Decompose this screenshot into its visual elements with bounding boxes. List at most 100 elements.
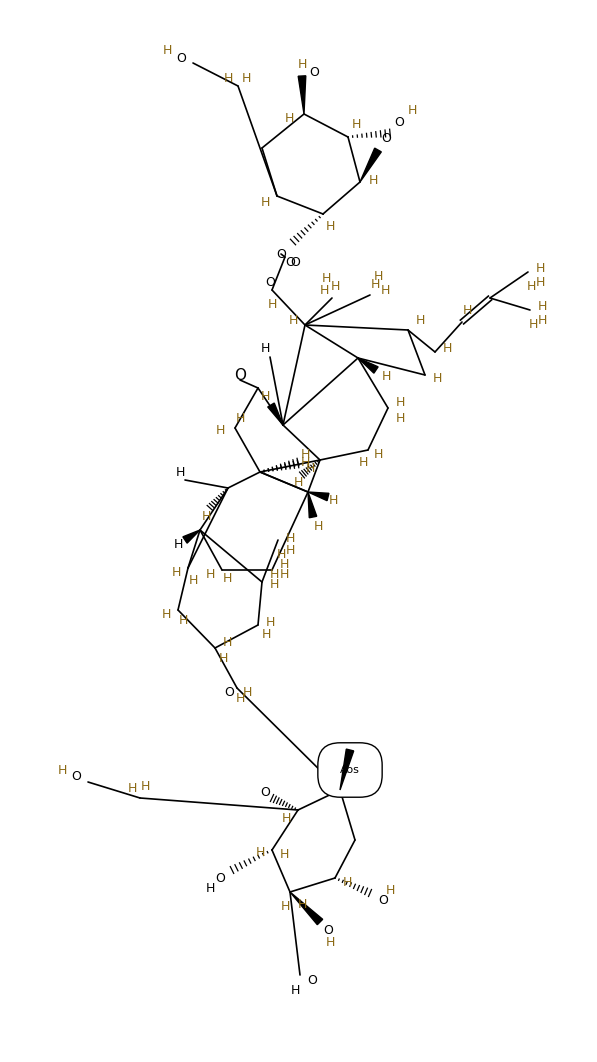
Text: H: H <box>161 609 171 621</box>
Text: H: H <box>260 391 270 404</box>
Polygon shape <box>308 492 317 518</box>
Text: H: H <box>260 195 270 208</box>
Text: H: H <box>432 372 442 384</box>
Text: H: H <box>358 456 368 468</box>
Text: H: H <box>370 278 380 291</box>
Text: H: H <box>285 531 295 545</box>
Text: H: H <box>219 651 227 665</box>
Text: H: H <box>321 272 331 285</box>
Text: H: H <box>395 396 405 410</box>
Text: O: O <box>378 893 388 907</box>
Text: O: O <box>307 974 317 987</box>
Text: H: H <box>368 173 378 187</box>
Text: H: H <box>527 280 536 293</box>
Text: H: H <box>222 571 232 584</box>
Text: H: H <box>173 538 183 551</box>
Text: H: H <box>381 370 390 382</box>
Polygon shape <box>290 892 323 925</box>
Text: H: H <box>536 262 544 275</box>
Text: H: H <box>342 876 352 890</box>
Text: H: H <box>462 304 472 316</box>
Text: H: H <box>373 271 383 284</box>
Text: O: O <box>381 132 391 144</box>
Polygon shape <box>267 404 283 425</box>
Text: H: H <box>261 629 270 641</box>
Text: H: H <box>222 636 232 650</box>
Text: H: H <box>284 113 294 125</box>
Text: O: O <box>234 369 246 383</box>
Text: H: H <box>235 411 245 425</box>
Text: H: H <box>279 559 289 571</box>
Text: Aos: Aos <box>340 765 360 775</box>
Text: H: H <box>288 313 298 326</box>
Text: O: O <box>276 247 286 260</box>
Text: H: H <box>176 465 184 479</box>
Text: H: H <box>290 983 300 996</box>
Text: H: H <box>279 849 289 861</box>
Text: H: H <box>305 462 315 475</box>
Text: H: H <box>385 884 395 896</box>
Text: H: H <box>57 764 67 776</box>
Polygon shape <box>340 749 353 790</box>
Text: H: H <box>205 881 215 894</box>
Text: H: H <box>325 220 335 233</box>
Text: H: H <box>267 298 276 311</box>
Text: H: H <box>536 275 544 289</box>
Text: H: H <box>285 544 295 556</box>
Text: H: H <box>223 71 233 85</box>
Text: H: H <box>297 57 307 70</box>
Polygon shape <box>308 492 329 500</box>
Text: H: H <box>216 424 224 436</box>
Text: O: O <box>265 275 275 289</box>
Text: H: H <box>380 284 390 296</box>
Text: H: H <box>269 567 279 581</box>
Text: H: H <box>201 510 211 523</box>
Polygon shape <box>358 358 378 373</box>
Text: H: H <box>395 411 405 425</box>
Text: H: H <box>127 782 137 794</box>
Text: H: H <box>256 845 264 858</box>
Text: H: H <box>276 548 286 562</box>
Text: H: H <box>407 104 417 118</box>
Text: O: O <box>215 872 225 885</box>
Text: H: H <box>265 616 275 629</box>
Text: H: H <box>528 319 538 331</box>
Text: H: H <box>188 573 198 586</box>
Text: H: H <box>260 343 270 356</box>
Text: H: H <box>416 313 424 326</box>
Text: O: O <box>290 256 300 269</box>
Text: H: H <box>537 313 547 326</box>
Text: H: H <box>279 568 289 582</box>
Text: H: H <box>235 691 245 704</box>
Text: H: H <box>330 279 340 292</box>
Text: O: O <box>260 786 270 799</box>
Polygon shape <box>183 530 200 543</box>
Polygon shape <box>360 148 381 182</box>
Text: H: H <box>162 44 172 56</box>
Text: H: H <box>328 494 338 507</box>
Text: H: H <box>205 568 215 582</box>
Polygon shape <box>298 75 306 114</box>
Text: H: H <box>537 301 547 313</box>
Text: H: H <box>269 579 279 592</box>
Text: H: H <box>373 448 383 462</box>
Text: H: H <box>297 897 307 910</box>
Text: H: H <box>319 284 329 296</box>
Text: H: H <box>140 780 150 792</box>
Text: H: H <box>179 614 187 627</box>
Text: H: H <box>325 936 335 948</box>
Text: O: O <box>176 51 186 65</box>
Text: O: O <box>323 924 333 937</box>
Text: O: O <box>224 686 234 700</box>
Text: H: H <box>313 520 323 533</box>
Text: H: H <box>300 448 310 462</box>
Text: O: O <box>285 257 295 270</box>
Text: O: O <box>309 66 319 79</box>
Text: H: H <box>171 566 181 580</box>
Text: O: O <box>394 116 404 129</box>
Text: H: H <box>242 686 252 700</box>
Text: O: O <box>71 771 81 784</box>
Text: H: H <box>281 811 291 824</box>
Text: H: H <box>442 343 452 356</box>
Text: H: H <box>351 119 361 132</box>
